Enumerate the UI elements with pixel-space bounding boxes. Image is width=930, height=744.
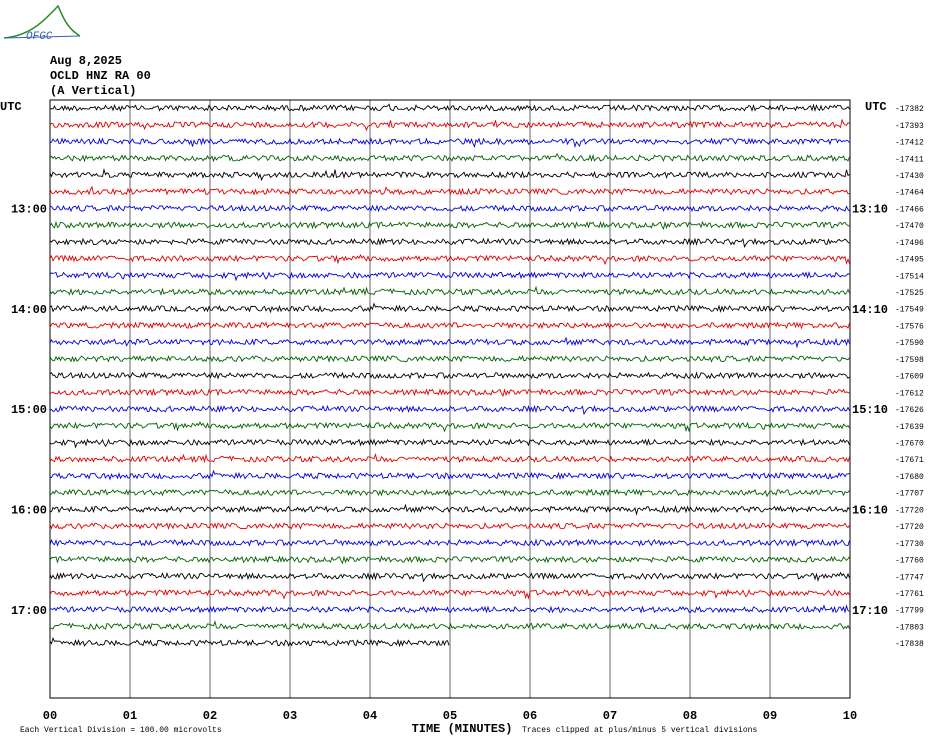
station: OCLD HNZ RA 00: [50, 69, 151, 83]
logo-line: [3, 35, 81, 39]
trace: [49, 285, 850, 296]
trace: [49, 302, 850, 314]
trace-offset: -17576: [895, 322, 924, 331]
trace-offset: -17730: [895, 540, 924, 549]
trace: [49, 571, 850, 583]
trace: [49, 321, 850, 330]
trace-offset: -17671: [895, 456, 924, 465]
trace-offset: -17612: [895, 389, 924, 398]
trace-offset: -17549: [895, 306, 924, 315]
trace: [49, 421, 850, 433]
trace-offset: -17382: [895, 105, 924, 114]
trace-offset: -17799: [895, 607, 924, 616]
trace-offset: -17470: [895, 222, 924, 231]
x-tick-label: 00: [43, 709, 57, 723]
trace-offset: -17707: [895, 490, 924, 499]
trace: [49, 253, 850, 266]
x-axis-label: TIME (MINUTES): [412, 722, 513, 736]
trace-offset: -17626: [895, 406, 924, 415]
logo-text: OFGC: [26, 31, 53, 43]
trace: [49, 488, 850, 498]
left-hour-label: 14:00: [11, 303, 47, 317]
trace: [49, 220, 850, 230]
trace: [49, 588, 850, 600]
right-hour-label: 15:10: [852, 403, 888, 417]
trace-offset: -17720: [895, 506, 924, 515]
right-hour-label: 17:10: [852, 604, 888, 618]
x-tick-label: 05: [443, 709, 457, 723]
trace-offset: -17747: [895, 573, 924, 582]
trace-offset: -17411: [895, 155, 924, 164]
trace: [49, 237, 850, 249]
trace-offset: -17639: [895, 423, 924, 432]
trace: [49, 371, 850, 380]
trace-offset: -17430: [895, 172, 924, 181]
trace: [49, 118, 850, 132]
left-hour-label: 17:00: [11, 604, 47, 618]
trace: [49, 438, 850, 449]
trace-offset: -17514: [895, 272, 924, 281]
left-hour-label: 13:00: [11, 202, 47, 216]
trace-offset: -17838: [895, 640, 924, 649]
trace-offset: -17803: [895, 623, 924, 632]
trace-offset: -17496: [895, 239, 924, 248]
trace-offset: -17412: [895, 139, 924, 148]
right-hour-label: 14:10: [852, 303, 888, 317]
logo-mark: [3, 4, 81, 39]
trace: [49, 555, 850, 565]
trace-offset: -17590: [895, 339, 924, 348]
footer-scale: Each Vertical Division = 100.00 microvol…: [20, 726, 222, 735]
left-hour-label: 16:00: [11, 503, 47, 517]
right-utc: UTC: [865, 100, 887, 114]
trace: [49, 271, 850, 282]
trace: [49, 404, 850, 416]
trace: [49, 137, 850, 149]
trace: [49, 185, 850, 196]
trace: [49, 354, 850, 363]
x-tick-label: 07: [603, 709, 617, 723]
trace: [50, 387, 850, 398]
trace-offset: -17760: [895, 557, 924, 566]
trace: [49, 604, 850, 614]
trace-offset: -17525: [895, 289, 924, 298]
trace-offset: -17720: [895, 523, 924, 532]
x-tick-label: 09: [763, 709, 777, 723]
left-hour-label: 15:00: [11, 403, 47, 417]
x-tick-label: 08: [683, 709, 697, 723]
trace: [49, 469, 850, 481]
trace: [49, 167, 850, 182]
trace-offset: -17393: [895, 122, 924, 131]
x-tick-label: 10: [843, 709, 857, 723]
x-tick-label: 01: [123, 709, 137, 723]
trace-offset: -17598: [895, 356, 924, 365]
x-tick-label: 02: [203, 709, 217, 723]
trace-offset: -17670: [895, 440, 924, 449]
trace-offset: -17466: [895, 205, 924, 214]
trace: [49, 538, 850, 547]
date: Aug 8,2025: [50, 54, 122, 68]
trace: [49, 503, 850, 516]
x-tick-label: 06: [523, 709, 537, 723]
x-tick-label: 03: [283, 709, 297, 723]
component: (A Vertical): [50, 84, 136, 98]
right-hour-label: 16:10: [852, 503, 888, 517]
trace: [49, 452, 850, 464]
trace: [49, 636, 450, 648]
trace: [49, 204, 850, 213]
trace: [49, 620, 850, 632]
trace: [49, 521, 850, 531]
trace-offset: -17495: [895, 256, 924, 265]
trace: [49, 103, 850, 113]
trace: [49, 336, 850, 349]
trace-offset: -17609: [895, 373, 924, 382]
x-tick-label: 04: [363, 709, 377, 723]
right-hour-label: 13:10: [852, 202, 888, 216]
footer-clip: Traces clipped at plus/minus 5 vertical …: [522, 726, 757, 735]
trace: [49, 152, 850, 163]
left-utc: UTC: [0, 100, 22, 114]
trace-offset: -17761: [895, 590, 924, 599]
trace-offset: -17680: [895, 473, 924, 482]
trace-offset: -17464: [895, 189, 924, 198]
